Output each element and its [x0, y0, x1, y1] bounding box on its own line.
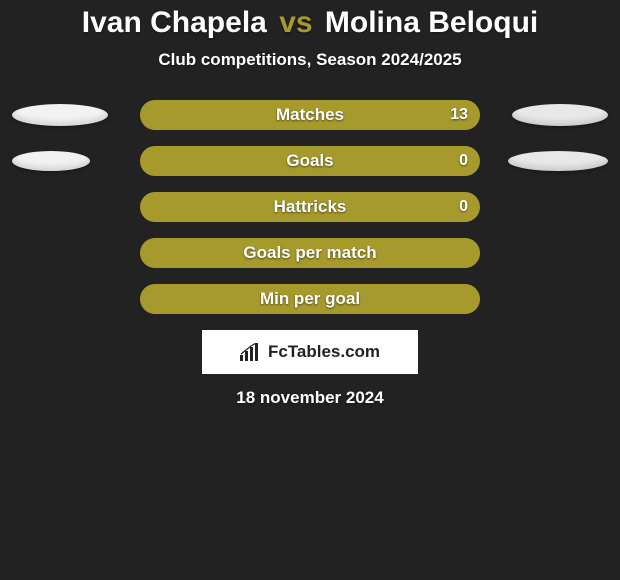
stat-row: Goals per match	[0, 238, 620, 268]
stat-value: 0	[459, 146, 468, 176]
vs-text: vs	[279, 6, 312, 39]
stat-row: Hattricks0	[0, 192, 620, 222]
footer-logo: FcTables.com	[202, 330, 418, 374]
stat-value: 13	[450, 100, 468, 130]
subtitle: Club competitions, Season 2024/2025	[0, 50, 620, 70]
stat-bar: Goals0	[140, 146, 480, 176]
stat-bar: Goals per match	[140, 238, 480, 268]
right-bubble	[512, 104, 608, 126]
stat-row: Min per goal	[0, 284, 620, 314]
bar-chart-icon	[240, 343, 262, 361]
footer-logo-text: FcTables.com	[268, 342, 380, 362]
left-bubble	[12, 104, 108, 126]
stat-row: Matches13	[0, 100, 620, 130]
stat-row: Goals0	[0, 146, 620, 176]
stats-rows: Matches13 Goals0 Hattricks0 Goals per match…	[0, 100, 620, 314]
right-bubble	[508, 151, 608, 171]
stat-value: 0	[459, 192, 468, 222]
comparison-infographic: Ivan Chapela vs Molina Beloqui Club comp…	[0, 0, 620, 580]
page-title: Ivan Chapela vs Molina Beloqui	[0, 0, 620, 40]
stat-bar: Min per goal	[140, 284, 480, 314]
left-bubble	[12, 151, 90, 171]
footer-date: 18 november 2024	[0, 388, 620, 408]
stat-bar: Matches13	[140, 100, 480, 130]
stat-bar: Hattricks0	[140, 192, 480, 222]
player1-name: Ivan Chapela	[82, 6, 267, 39]
player2-name: Molina Beloqui	[325, 6, 538, 39]
